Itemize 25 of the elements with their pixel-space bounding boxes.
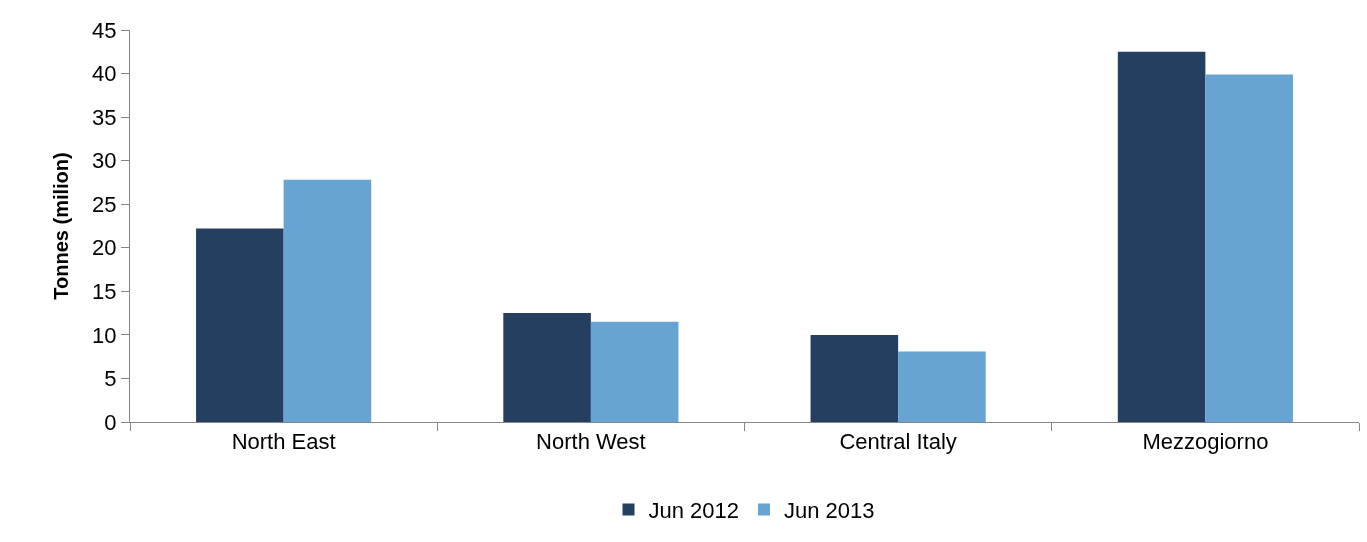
bar	[810, 334, 899, 422]
y-tick-label: 40	[92, 61, 117, 87]
legend-label: Jun 2012	[648, 498, 740, 524]
x-tick-label: Mezzogiorno	[1142, 429, 1269, 455]
x-tick-label: North West	[536, 429, 646, 455]
bar	[1117, 51, 1206, 422]
bar	[503, 313, 591, 422]
y-tick-label: 10	[92, 322, 117, 348]
x-tick-label: North East	[231, 429, 336, 455]
legend-label: Jun 2013	[784, 498, 875, 524]
bar	[1205, 74, 1293, 422]
y-tick-label: 15	[92, 279, 117, 305]
x-tick-label: Central Italy	[839, 429, 957, 455]
y-tick-label: 35	[92, 104, 117, 130]
y-tick-label: 45	[92, 17, 117, 43]
bar	[196, 228, 284, 422]
y-tick-label: 25	[92, 191, 117, 217]
y-tick-label: 20	[92, 235, 117, 261]
bar	[898, 351, 986, 422]
y-tick-label: 5	[104, 366, 117, 392]
y-tick-label: 30	[92, 148, 117, 174]
bar	[590, 321, 679, 422]
y-axis-title: Tonnes (milion)	[49, 152, 72, 300]
y-tick-label: 0	[104, 409, 117, 435]
bar	[283, 179, 372, 422]
